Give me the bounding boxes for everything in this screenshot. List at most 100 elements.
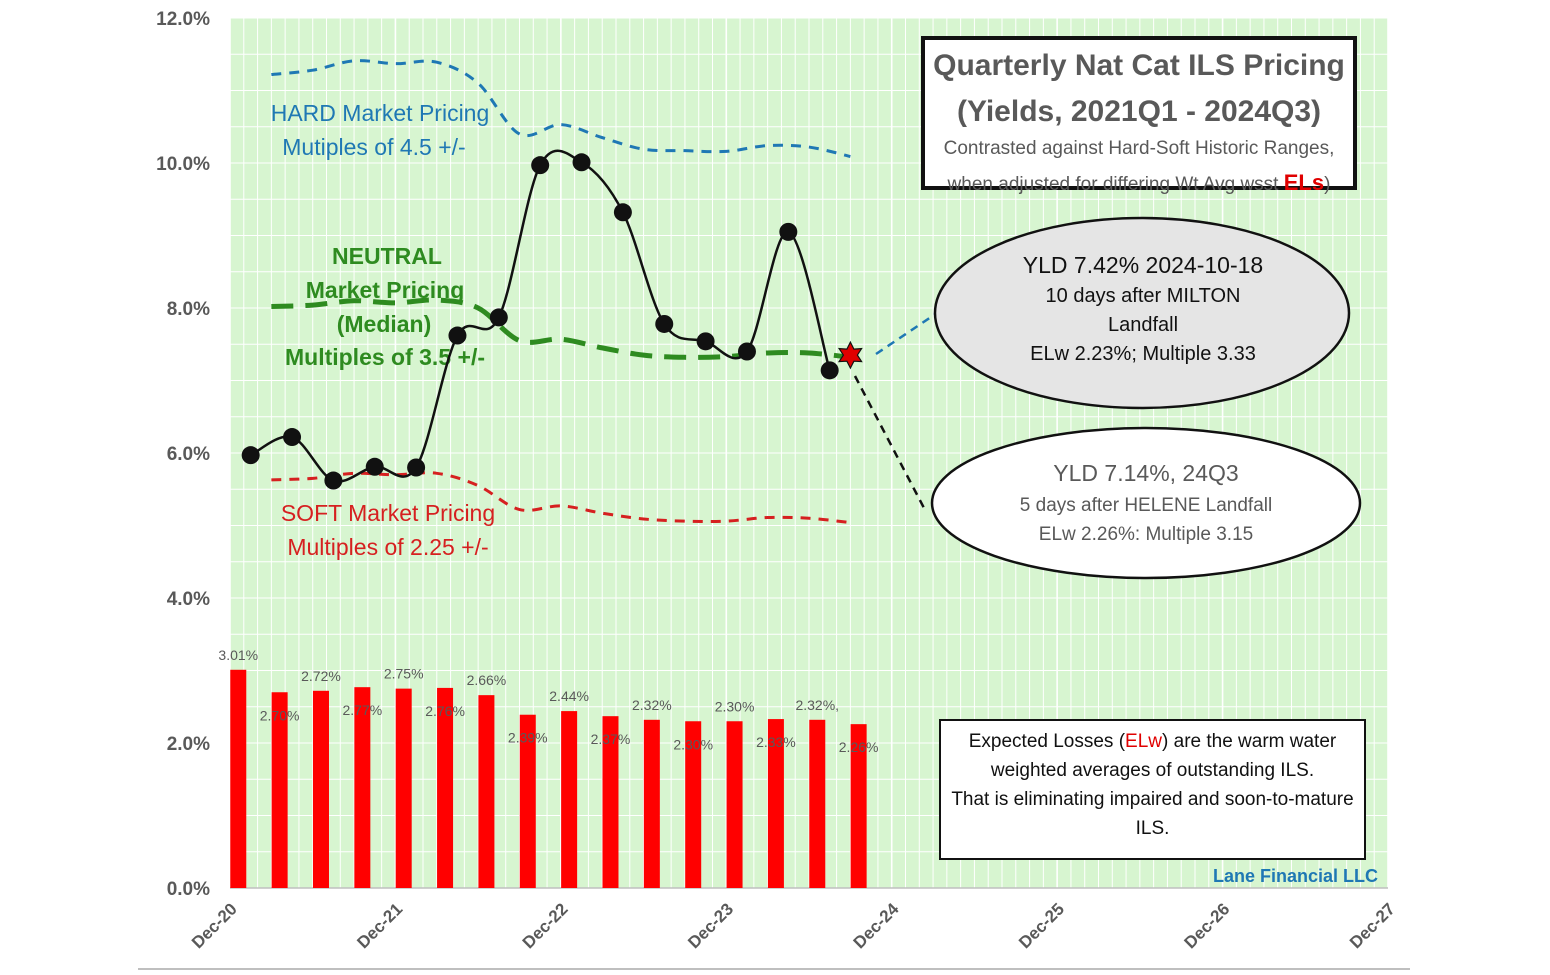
elw-bar-label: 2.70%: [260, 707, 300, 723]
elw-bar-label: 2.30%: [673, 736, 713, 752]
milton-callout-landfall: Landfall: [1107, 314, 1179, 336]
note-line1: Expected Losses (ELw) are the warm water…: [941, 727, 1364, 785]
chart-subtitle: (Yields, 2021Q1 - 2024Q3): [956, 95, 1322, 128]
elw-bar-label: 2.76%: [425, 703, 465, 719]
elw-bar: [602, 716, 619, 888]
yield-point: [779, 222, 798, 241]
elw-bar-label: 2.30%: [715, 698, 755, 714]
chart-title-box: Quarterly Nat Cat ILS Pricing (Yields, 2…: [921, 36, 1357, 195]
elw-bar-label: 2.32%,: [795, 697, 839, 713]
elw-bar-label: 2.77%: [342, 702, 382, 718]
elw-bar: [850, 724, 867, 888]
caption-els: ELs: [1283, 170, 1325, 195]
y-tick-label: 4.0%: [167, 589, 210, 610]
elw-bar-label: 2.32%: [632, 697, 672, 713]
expected-losses-note: Expected Losses (ELw) are the warm water…: [939, 719, 1366, 860]
yield-point: [613, 203, 632, 222]
neutral-label-line2: Market Pricing: [306, 277, 465, 303]
yield-point: [448, 326, 467, 345]
yield-point: [324, 471, 343, 490]
note-suffix: ) are the warm water weighted averages o…: [990, 731, 1337, 781]
current-yield-star: [837, 340, 863, 370]
milton-callout-bubble: [933, 216, 1351, 410]
elw-bar-label: 2.33%: [756, 734, 796, 750]
elw-bar: [312, 690, 329, 888]
elw-bar-label: 3.01%: [218, 647, 258, 663]
yield-point: [283, 428, 302, 447]
soft-label-line1: SOFT Market Pricing: [281, 500, 495, 526]
yield-point: [820, 361, 839, 380]
neutral-label-line1: NEUTRAL: [332, 243, 442, 269]
elw-bar: [230, 669, 247, 888]
helene-callout-days: 5 days after HELENE Landfall: [1019, 495, 1273, 516]
y-tick-label: 6.0%: [167, 444, 210, 465]
x-tick-label: Dec-26: [1181, 899, 1234, 952]
elw-bar-label: 2.66%: [467, 672, 507, 688]
yield-point: [696, 332, 715, 351]
yield-point: [241, 446, 260, 465]
y-tick-label: 0.0%: [167, 879, 210, 900]
helene-connector: [853, 375, 926, 509]
chart-caption-line2: when adjusted for differing Wt Avg wsst …: [925, 166, 1353, 202]
elw-bar: [809, 719, 826, 888]
yield-series: [241, 149, 839, 490]
x-tick-label: Dec-21: [353, 899, 406, 952]
yield-point: [572, 153, 591, 172]
x-tick-label: Dec-24: [850, 899, 903, 952]
milton-callout-days: 10 days after MILTON: [1045, 285, 1241, 307]
yield-point: [365, 457, 384, 476]
elw-bar-label: 2.37%: [591, 731, 631, 747]
x-axis-ticks: Dec-20 Dec-21 Dec-22 Dec-23 Dec-24 Dec-25 Dec-…: [188, 899, 1399, 952]
chart-title: Quarterly Nat Cat ILS Pricing: [933, 49, 1345, 82]
milton-callout-yield: YLD 7.42% 2024-10-18: [1022, 252, 1264, 278]
elw-bar: [726, 721, 743, 888]
yield-point: [655, 314, 674, 333]
market-bands: [271, 59, 851, 525]
elw-bar: [271, 692, 288, 888]
x-tick-label: Dec-25: [1015, 899, 1068, 952]
elw-bar: [354, 687, 371, 888]
elw-bar-label: 2.72%: [301, 668, 341, 684]
note-line2: That is eliminating impaired and soon-to…: [951, 789, 1354, 839]
elw-bar-label: 2.44%: [549, 688, 589, 704]
neutral-label-line3: (Median): [337, 311, 432, 337]
y-axis-ticks: 0.0% 2.0% 4.0% 6.0% 8.0% 10.0% 12.0%: [156, 9, 210, 900]
elw-bar: [395, 688, 412, 888]
y-tick-label: 8.0%: [167, 299, 210, 320]
elw-bar-label: 2.75%: [384, 666, 424, 682]
elw-bar-labels: 3.01% 2.70% 2.72% 2.77% 2.75% 2.76%2.66% 2.39%…: [218, 647, 878, 755]
milton-callout: YLD 7.42% 2024-10-18 10 days after MILTO…: [938, 248, 1348, 369]
brand-credit: Lane Financial LLC: [1212, 866, 1378, 886]
yield-point: [737, 342, 756, 361]
y-tick-label: 10.0%: [156, 154, 210, 175]
elw-bar-label: 2.39%: [508, 730, 548, 746]
elw-bar: [767, 719, 784, 888]
elw-bar-label: 2.26%: [839, 739, 879, 755]
star-icon: [837, 340, 863, 370]
zone-labels: HARD Market Pricing Mutiples of 4.5 +/- …: [271, 100, 495, 560]
caption-prefix: when adjusted for differing Wt Avg wsst: [947, 174, 1284, 195]
callout-connectors: [853, 311, 938, 509]
elw-bar: [519, 714, 536, 888]
note-prefix: Expected Losses (: [968, 731, 1126, 752]
elw-bar: [437, 687, 454, 888]
milton-connector: [875, 311, 938, 356]
x-tick-label: Dec-20: [188, 899, 241, 952]
chart-caption-line1: Contrasted against Hard-Soft Historic Ra…: [943, 138, 1335, 159]
elw-bar: [561, 711, 578, 888]
helene-callout: YLD 7.14%, 24Q3 5 days after HELENE Land…: [935, 455, 1357, 549]
y-tick-label: 12.0%: [156, 9, 210, 30]
milton-callout-elw: ELw 2.23%; Multiple 3.33: [1030, 343, 1256, 365]
yield-point: [531, 156, 550, 175]
helene-callout-bubble: [930, 426, 1362, 580]
caption-suffix: ): [1324, 174, 1331, 195]
elw-bar: [478, 695, 495, 888]
elw-bars: [230, 669, 867, 888]
note-elw: ELw: [1125, 731, 1163, 752]
yield-point: [407, 458, 426, 477]
hard-label-line2: Mutiples of 4.5 +/-: [282, 134, 465, 160]
soft-market-line: [271, 471, 851, 525]
elw-bar: [685, 721, 702, 888]
elw-bar: [643, 719, 660, 888]
x-tick-label: Dec-22: [519, 899, 572, 952]
